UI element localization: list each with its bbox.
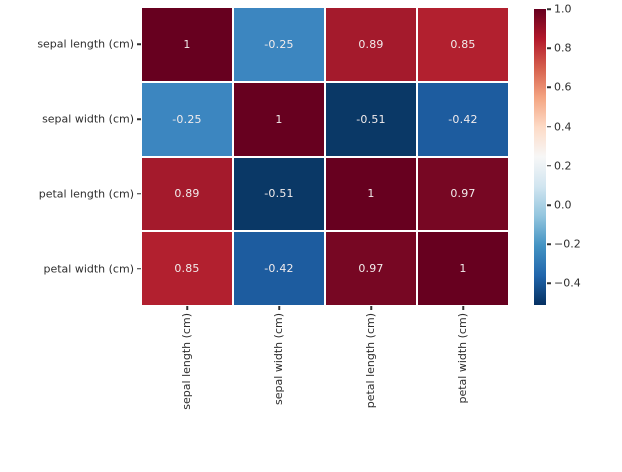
heatmap-cell: 0.89 <box>326 8 416 81</box>
x-tick-mark <box>278 306 280 310</box>
heatmap-cell: 1 <box>326 157 416 231</box>
heatmap-cell: -0.25 <box>234 8 324 81</box>
heatmap-cell: 0.89 <box>142 157 232 231</box>
heatmap-cell: 1 <box>234 82 324 156</box>
y-tick-label: petal length (cm) <box>38 187 134 201</box>
x-tick-label: sepal length (cm) <box>180 313 193 410</box>
colorbar-tick-label: 0.2 <box>554 159 572 173</box>
colorbar-tick-label: 0.8 <box>554 41 572 55</box>
colorbar-tick-label: 0.4 <box>554 120 572 134</box>
x-tick-mark <box>186 306 188 310</box>
y-tick-mark <box>137 267 141 270</box>
x-tick-mark <box>370 306 372 310</box>
heatmap-grid: 1 -0.25 0.89 0.85 -0.25 1 -0.51 -0.42 0.89 -0.51 1… <box>142 8 508 305</box>
colorbar-tick-mark <box>547 8 551 10</box>
x-tick-mark <box>462 306 464 310</box>
heatmap-cell: 0.85 <box>418 8 508 81</box>
y-tick-label: sepal length (cm) <box>37 37 134 51</box>
colorbar-tick-mark <box>547 86 551 89</box>
colorbar-tick-label: 0.0 <box>554 198 572 212</box>
y-tick-mark <box>137 43 141 46</box>
y-tick-label: sepal width (cm) <box>42 112 134 126</box>
colorbar-tick-label: −0.4 <box>554 276 581 290</box>
colorbar-tick-mark <box>547 47 551 49</box>
colorbar-tick-mark <box>547 243 551 245</box>
heatmap-cell: 0.97 <box>326 232 416 305</box>
colorbar-tick-mark <box>547 165 551 167</box>
colorbar-tick-mark <box>547 204 551 206</box>
x-tick-label: petal length (cm) <box>364 313 377 409</box>
colorbar-tick-mark <box>547 125 551 128</box>
heatmap-cell: -0.25 <box>142 82 232 156</box>
heatmap-cell: -0.51 <box>234 157 324 231</box>
colorbar-tick-label: 1.0 <box>554 2 572 16</box>
colorbar <box>534 9 546 305</box>
x-tick-label: petal width (cm) <box>456 313 469 404</box>
colorbar-tick-label: 0.6 <box>554 80 572 94</box>
y-tick-mark <box>137 118 141 120</box>
heatmap-cell: 0.85 <box>142 232 232 305</box>
heatmap-cell: 1 <box>418 232 508 305</box>
y-tick-label: petal width (cm) <box>43 262 134 276</box>
y-tick-mark <box>137 193 141 195</box>
colorbar-tick-label: −0.2 <box>554 237 581 251</box>
heatmap-cell: -0.51 <box>326 82 416 156</box>
heatmap-cell: 1 <box>142 8 232 81</box>
heatmap-cell: 0.97 <box>418 157 508 231</box>
colorbar-tick-mark <box>547 282 551 285</box>
heatmap-cell: -0.42 <box>418 82 508 156</box>
heatmap-cell: -0.42 <box>234 232 324 305</box>
x-tick-label: sepal width (cm) <box>272 313 285 405</box>
